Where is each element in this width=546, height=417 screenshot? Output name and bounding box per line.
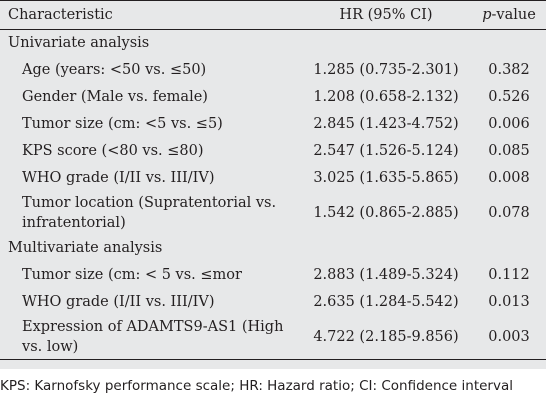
p-value-cell: 0.003 — [472, 315, 546, 360]
hr-cell: 1.285 (0.735-2.301) — [313, 61, 459, 78]
header-p-italic: p — [482, 7, 492, 23]
variable-cell: WHO grade (I/II vs. III/IV) — [22, 293, 215, 310]
p-value-cell: 0.013 — [488, 293, 530, 310]
variable-cell: KPS score (<80 vs. ≤80) — [22, 142, 204, 159]
p-value-cell: 0.382 — [488, 61, 530, 78]
hr-cell: 2.635 (1.284-5.542) — [313, 293, 459, 310]
p-value-cell: 0.078 — [488, 205, 530, 221]
cox-regression-table: Characteristic HR (95% CI) p-value Univa… — [0, 0, 546, 369]
hr-cell: 1.542 (0.865-2.885) — [313, 205, 459, 221]
univariate-label: Univariate analysis — [8, 35, 150, 51]
table-footnote: KPS: Karnofsky performance scale; HR: Ha… — [0, 378, 513, 394]
table-row: Gender (Male vs. female) 1.208 (0.658-2.… — [0, 83, 546, 110]
variable-cell: Tumor size (cm: <5 vs. ≤5) — [22, 115, 223, 132]
hr-cell: 3.025 (1.635-5.865) — [313, 169, 459, 186]
header-hr: HR (95% CI) — [339, 7, 433, 23]
results-table: Characteristic HR (95% CI) p-value Univa… — [0, 0, 546, 360]
variable-cell: Tumor location (Supratentorial vs. infra… — [22, 195, 277, 231]
univariate-section-row: Univariate analysis — [0, 30, 546, 57]
hr-cell: 1.208 (0.658-2.132) — [313, 88, 459, 105]
header-row: Characteristic HR (95% CI) p-value — [0, 0, 546, 30]
multivariate-label: Multivariate analysis — [8, 240, 163, 256]
variable-cell: Expression of ADAMTS9-AS1 (High vs. low) — [0, 315, 300, 360]
p-value-cell: 0.006 — [488, 115, 530, 132]
variable-cell: Gender (Male vs. female) — [22, 88, 208, 105]
variable-cell: WHO grade (I/II vs. III/IV) — [22, 169, 215, 186]
p-value-cell: 0.008 — [488, 169, 530, 186]
variable-cell: Tumor size (cm: < 5 vs. ≤mor — [22, 266, 242, 283]
header-p-rest: -value — [491, 7, 536, 23]
table-row: Tumor size (cm: <5 vs. ≤5) 2.845 (1.423-… — [0, 110, 546, 137]
table-row: Tumor size (cm: < 5 vs. ≤mor 2.883 (1.48… — [0, 261, 546, 288]
hr-cell: 4.722 (2.185-9.856) — [300, 315, 472, 360]
header-characteristic: Characteristic — [8, 7, 113, 23]
hr-cell: 2.883 (1.489-5.324) — [313, 266, 459, 283]
table-row: Age (years: <50 vs. ≤50) 1.285 (0.735-2.… — [0, 56, 546, 83]
table-row: Expression of ADAMTS9-AS1 (High vs. low)… — [0, 315, 546, 360]
p-value-cell: 0.526 — [488, 88, 530, 105]
hr-cell: 2.845 (1.423-4.752) — [313, 115, 459, 132]
table-row: KPS score (<80 vs. ≤80) 2.547 (1.526-5.1… — [0, 137, 546, 164]
header-p-value: p-value — [472, 1, 546, 30]
multivariate-section-row: Multivariate analysis — [0, 235, 546, 261]
variable-cell: Age (years: <50 vs. ≤50) — [22, 61, 207, 78]
table-row: WHO grade (I/II vs. III/IV) 3.025 (1.635… — [0, 164, 546, 191]
hr-cell: 2.547 (1.526-5.124) — [313, 142, 459, 159]
p-value-cell: 0.112 — [488, 266, 530, 283]
p-value-cell: 0.085 — [488, 142, 530, 159]
table-row: WHO grade (I/II vs. III/IV) 2.635 (1.284… — [0, 288, 546, 315]
table-row: Tumor location (Supratentorial vs. infra… — [0, 191, 546, 235]
